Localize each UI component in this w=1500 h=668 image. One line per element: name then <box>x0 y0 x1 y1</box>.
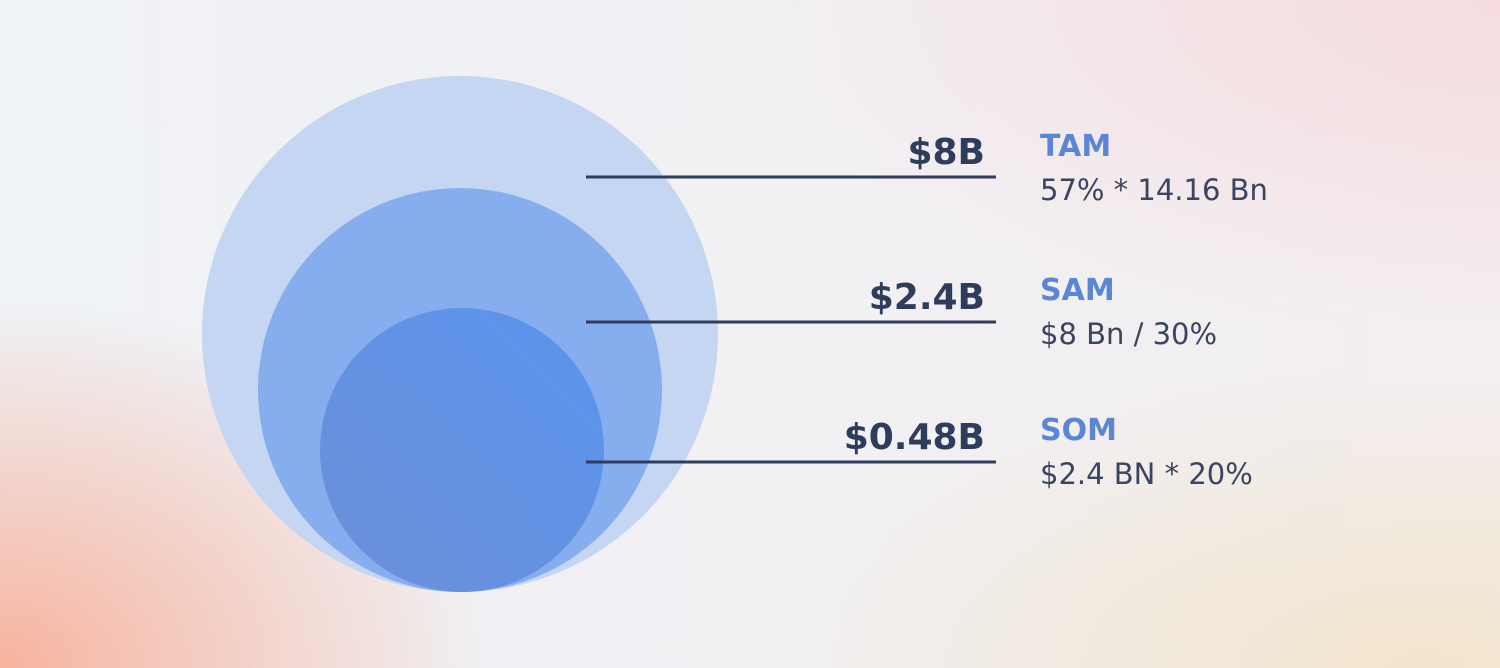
market-formula: $2.4 BN * 20% <box>1040 457 1253 491</box>
market-formula: 57% * 14.16 Bn <box>1040 173 1268 207</box>
market-value: $0.48B <box>844 417 985 458</box>
market-formula: $8 Bn / 30% <box>1040 317 1217 351</box>
market-value: $2.4B <box>869 277 985 318</box>
market-name: SAM <box>1040 273 1115 308</box>
market-name: SOM <box>1040 413 1117 448</box>
som-circle <box>320 308 604 592</box>
market-name: TAM <box>1040 129 1111 164</box>
market-value: $8B <box>907 132 985 173</box>
